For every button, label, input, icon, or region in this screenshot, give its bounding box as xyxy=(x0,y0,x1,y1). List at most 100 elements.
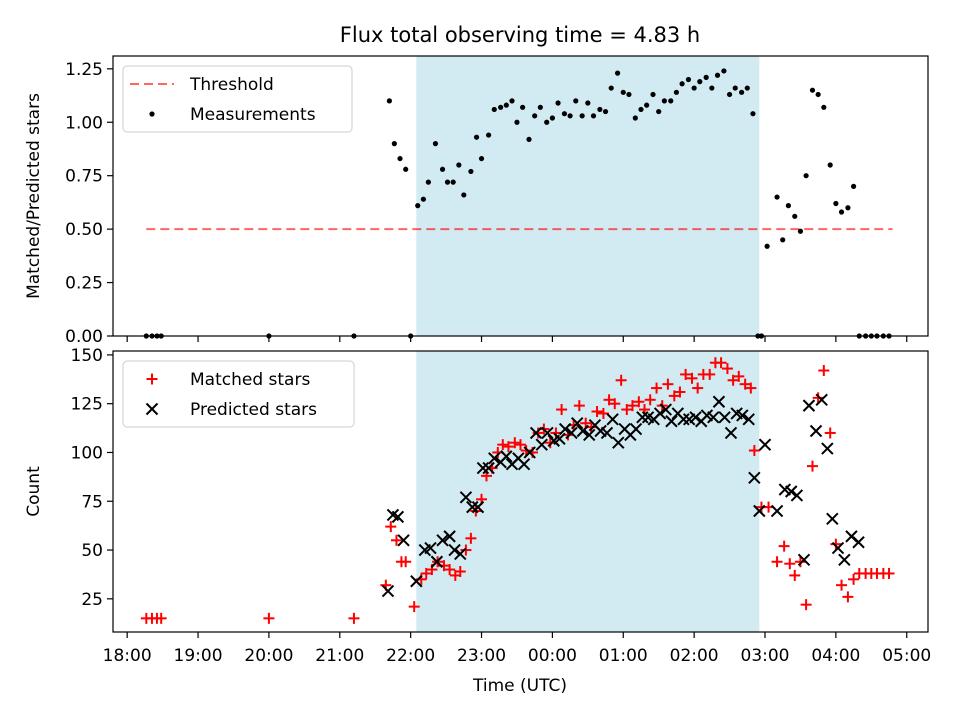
predicted-star-point xyxy=(821,442,834,455)
predicted-star-point xyxy=(541,426,554,440)
measurement-point xyxy=(526,136,532,142)
predicted-star-point xyxy=(482,461,495,475)
measurement-point xyxy=(721,68,727,74)
x-tick-label: 05:00 xyxy=(882,646,931,666)
predicted-star-point xyxy=(535,438,548,451)
measurement-point xyxy=(673,89,680,95)
predicted-star-point xyxy=(742,413,755,426)
matched-star-point xyxy=(385,521,397,533)
measurement-point xyxy=(815,91,821,98)
matched-star-point xyxy=(263,612,275,624)
matched-star-point xyxy=(603,394,615,406)
bottom-legend-box xyxy=(122,360,355,428)
bottom-axes-frame xyxy=(112,350,929,633)
matched-star-point xyxy=(812,392,824,404)
measurement-point xyxy=(478,155,485,162)
top-y-ticks: 0.00 0.25 0.50 0.75 1.00 1.25 xyxy=(65,60,113,347)
matched-star-point xyxy=(794,556,806,568)
y-tick-label: 0.75 xyxy=(65,167,103,187)
measurement-point xyxy=(809,87,816,93)
predicted-star-point xyxy=(636,411,649,424)
measurement-point xyxy=(486,132,492,138)
matched-star-point xyxy=(502,441,514,453)
y-tick-label: 75 xyxy=(81,492,103,512)
predicted-star-point xyxy=(629,422,643,436)
predicted-star-point xyxy=(785,485,798,498)
matched-star-point xyxy=(532,427,544,439)
matched-star-point xyxy=(692,382,704,394)
predicted-star-point xyxy=(718,411,731,424)
measurement-point xyxy=(661,98,667,104)
measurement-point xyxy=(444,179,451,185)
predicted-star-point xyxy=(471,500,485,514)
y-tick-label: 50 xyxy=(81,541,103,561)
y-tick-label: 100 xyxy=(71,443,103,463)
measurement-point xyxy=(764,243,770,249)
x-tick-label: 18:00 xyxy=(103,646,152,666)
predicted-star-point xyxy=(443,530,456,543)
matched-star-point xyxy=(680,368,692,380)
measurement-point xyxy=(785,203,791,209)
predicted-star-point xyxy=(831,541,845,555)
x-tick-label: 19:00 xyxy=(174,646,223,666)
x-tick-label: 21:00 xyxy=(315,646,364,666)
measurement-point xyxy=(509,98,515,104)
matched-star-point xyxy=(609,398,621,410)
predicted-star-point xyxy=(753,504,766,518)
matched-star-point xyxy=(771,556,783,568)
matched-star-point xyxy=(830,538,842,550)
predicted-star-point xyxy=(815,393,828,406)
measurement-point xyxy=(597,106,603,113)
measurement-point xyxy=(697,79,703,85)
measurement-point xyxy=(833,200,839,207)
measurement-point xyxy=(803,173,809,179)
predicted-star-point xyxy=(707,411,720,424)
predicted-star-point xyxy=(606,413,619,426)
measurement-point xyxy=(750,111,756,117)
measurement-point xyxy=(549,115,555,121)
matched-star-point xyxy=(465,532,477,544)
matched-star-point xyxy=(704,368,716,380)
predicted-star-point xyxy=(424,541,437,555)
predicted-star-point xyxy=(802,399,816,412)
matched-star-point xyxy=(668,390,680,402)
bottom-panel: 25 50 75 100 125 150 18:00 19:00 20:00 21:00 22:0… xyxy=(24,346,931,696)
predicted-star-point xyxy=(558,422,572,436)
measurement-point xyxy=(650,91,656,98)
measurement-point xyxy=(726,91,733,98)
legend-measurements-swatch xyxy=(149,111,155,117)
top-observing-window-shade xyxy=(416,56,760,336)
predicted-star-point xyxy=(488,452,501,465)
measurement-point xyxy=(774,194,780,200)
predicted-star-point xyxy=(838,553,851,567)
x-tick-label: 02:00 xyxy=(670,646,719,666)
matched-star-point xyxy=(686,372,698,384)
top-x-ticks xyxy=(126,336,908,342)
matched-star-point xyxy=(739,378,751,390)
matched-star-point xyxy=(784,558,796,570)
predicted-star-point xyxy=(736,409,749,422)
measurement-point xyxy=(420,196,427,202)
matched-star-point xyxy=(515,439,526,451)
matched-star-point xyxy=(748,445,760,457)
measurement-point xyxy=(450,179,456,185)
x-tick-label: 01:00 xyxy=(599,646,648,666)
measurement-point xyxy=(732,85,738,91)
matched-star-point xyxy=(836,579,848,591)
measurement-point xyxy=(744,85,750,91)
measurement-point xyxy=(537,104,543,110)
predicted-star-point xyxy=(391,510,405,524)
bottom-y-axis-label: Count xyxy=(24,466,44,517)
matched-star-point xyxy=(597,407,609,419)
predicted-star-point xyxy=(430,555,444,568)
measurement-point xyxy=(498,104,504,110)
measurement-point xyxy=(520,104,526,110)
predicted-star-point xyxy=(583,428,596,442)
measurement-point xyxy=(579,113,585,119)
top-y-axis-label: Matched/Predicted stars xyxy=(24,93,44,299)
measurement-point xyxy=(491,106,497,113)
predicted-star-point xyxy=(612,436,625,449)
matched-star-point xyxy=(348,612,360,624)
x-tick-label: 00:00 xyxy=(528,646,577,666)
matched-star-point xyxy=(454,566,466,578)
